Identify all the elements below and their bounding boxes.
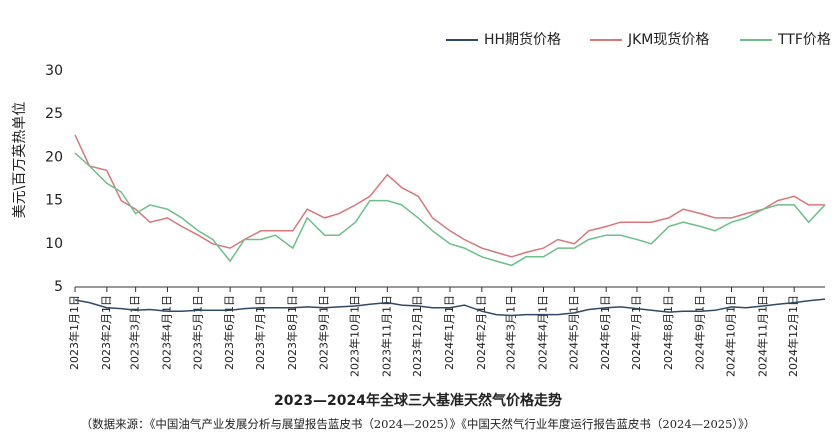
y-axis-label: 美元\百万英热单位	[11, 102, 28, 219]
y-tick-label: 5	[54, 279, 63, 295]
legend-label: TTF价格	[777, 32, 831, 48]
x-tick-label: 2023年7月1日	[253, 295, 267, 370]
y-tick-label: 25	[45, 106, 63, 122]
series-line	[74, 152, 826, 267]
x-tick-label: 2024年2月1日	[474, 295, 488, 370]
series-line	[74, 134, 825, 258]
source-note: （数据来源：《中国油气产业发展分析与展望报告蓝皮书（2024—2025）》《中国…	[81, 417, 756, 431]
y-tick-label: 20	[45, 149, 63, 165]
x-tick-label: 2024年1月1日	[442, 295, 456, 370]
y-tick-label: 30	[45, 63, 63, 79]
y-tick-label: 10	[45, 236, 63, 252]
x-tick-label: 2023年9月1日	[317, 295, 331, 370]
legend-label: HH期货价格	[484, 31, 561, 48]
x-tick-label: 2023年5月1日	[190, 295, 204, 370]
x-tick-label: 2023年12月1日	[410, 295, 424, 377]
x-tick-label: 2023年3月1日	[128, 295, 142, 370]
chart-title: 2023—2024年全球三大基准天然气价格走势	[274, 392, 562, 409]
x-tick-label: 2023年1月1日	[67, 295, 81, 370]
x-tick-label: 2024年10月1日	[724, 295, 738, 377]
x-tick-label: 2024年8月1日	[661, 295, 675, 370]
x-tick-label: 2024年6月1日	[598, 295, 612, 370]
series-line	[74, 298, 826, 317]
x-tick-label: 2024年3月1日	[504, 295, 518, 370]
x-tick-label: 2024年11月1日	[755, 295, 769, 377]
x-tick-label: 2023年2月1日	[99, 295, 113, 370]
x-tick-label: 2024年12月1日	[786, 295, 800, 377]
x-tick-label: 2024年5月1日	[566, 295, 580, 370]
x-tick-label: 2024年7月1日	[629, 295, 643, 370]
x-tick-label: 2023年11月1日	[379, 295, 393, 377]
x-tick-label: 2023年4月1日	[159, 295, 173, 370]
y-tick-label: 15	[45, 193, 63, 209]
legend-label: JKM现货价格	[627, 31, 709, 48]
x-tick-label: 2023年6月1日	[222, 295, 236, 370]
x-tick-label: 2024年4月1日	[535, 295, 549, 370]
x-tick-label: 2024年9月1日	[693, 295, 707, 370]
x-tick-label: 2023年10月1日	[347, 295, 361, 377]
x-tick-label: 2023年8月1日	[285, 295, 299, 370]
